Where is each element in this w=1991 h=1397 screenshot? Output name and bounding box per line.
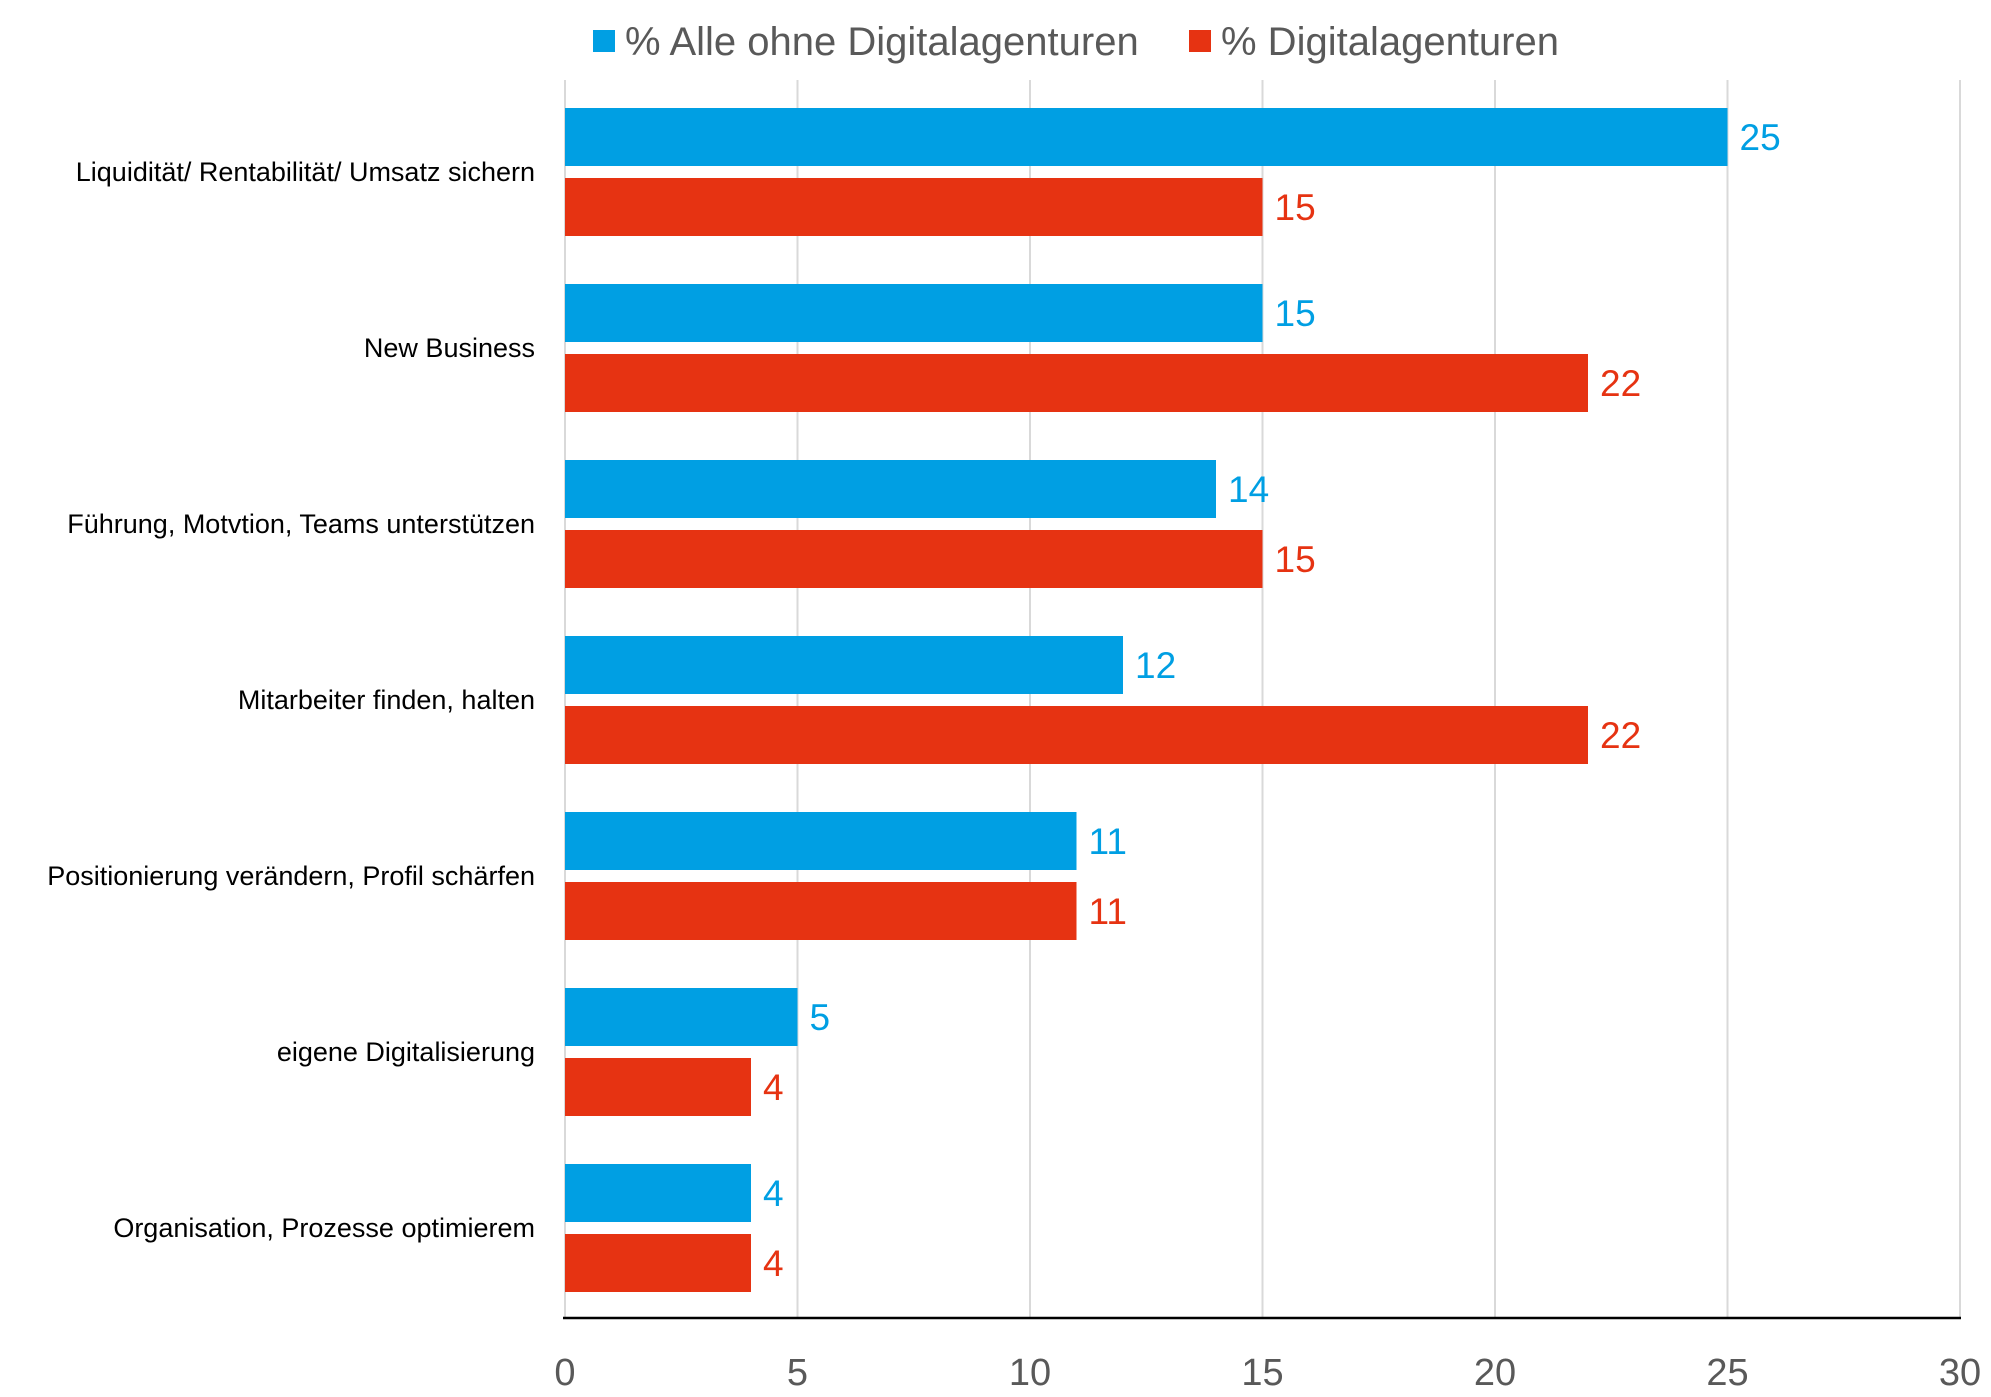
category-label: Positionierung verändern, Profil schärfe… [47, 861, 535, 891]
legend-swatch-alle [593, 30, 615, 52]
x-tick-label: 15 [1241, 1352, 1283, 1394]
data-label: 4 [763, 1243, 784, 1284]
data-label: 15 [1275, 187, 1316, 228]
bar [565, 706, 1588, 764]
bar [565, 530, 1263, 588]
category-label: Mitarbeiter finden, halten [238, 685, 535, 715]
bar [565, 178, 1263, 236]
legend: % Alle ohne Digitalagenturen % Digitalag… [593, 20, 1559, 64]
bar [565, 988, 798, 1046]
data-label: 11 [1089, 891, 1127, 932]
data-label: 22 [1600, 363, 1641, 404]
bar [565, 812, 1077, 870]
data-label: 25 [1740, 117, 1781, 158]
bar [565, 636, 1123, 694]
legend-label-digital: % Digitalagenturen [1221, 20, 1559, 64]
bars [565, 108, 1728, 1292]
data-label: 22 [1600, 715, 1641, 756]
category-labels: Liquidität/ Rentabilität/ Umsatz sichern… [47, 157, 535, 1243]
bar [565, 284, 1263, 342]
gridlines [564, 80, 1961, 1318]
bar [565, 108, 1728, 166]
data-label: 15 [1275, 539, 1316, 580]
x-tick-label: 30 [1939, 1352, 1981, 1394]
x-axis-tick-labels: 0 5 10 15 20 25 30 [554, 1352, 1981, 1394]
bar [565, 882, 1077, 940]
category-label: Organisation, Prozesse optimierem [113, 1213, 535, 1243]
bar [565, 1058, 751, 1116]
x-tick-label: 5 [787, 1352, 808, 1394]
bar [565, 460, 1216, 518]
x-tick-label: 10 [1009, 1352, 1051, 1394]
data-label: 11 [1089, 821, 1127, 862]
data-label: 12 [1135, 645, 1176, 686]
x-tick-label: 20 [1474, 1352, 1516, 1394]
data-label: 14 [1228, 469, 1269, 510]
data-label: 4 [763, 1173, 784, 1214]
x-tick-label: 25 [1706, 1352, 1748, 1394]
category-label: New Business [364, 333, 535, 363]
category-label: eigene Digitalisierung [277, 1037, 535, 1067]
legend-swatch-digital [1189, 30, 1211, 52]
data-label: 5 [810, 997, 831, 1038]
category-label: Liquidität/ Rentabilität/ Umsatz sichern [76, 157, 535, 187]
legend-label-alle: % Alle ohne Digitalagenturen [625, 20, 1139, 64]
bar [565, 1164, 751, 1222]
bar [565, 354, 1588, 412]
data-label: 4 [763, 1067, 784, 1108]
x-tick-label: 0 [554, 1352, 575, 1394]
data-label: 15 [1275, 293, 1316, 334]
bar [565, 1234, 751, 1292]
category-label: Führung, Motvtion, Teams unterstützen [67, 509, 535, 539]
